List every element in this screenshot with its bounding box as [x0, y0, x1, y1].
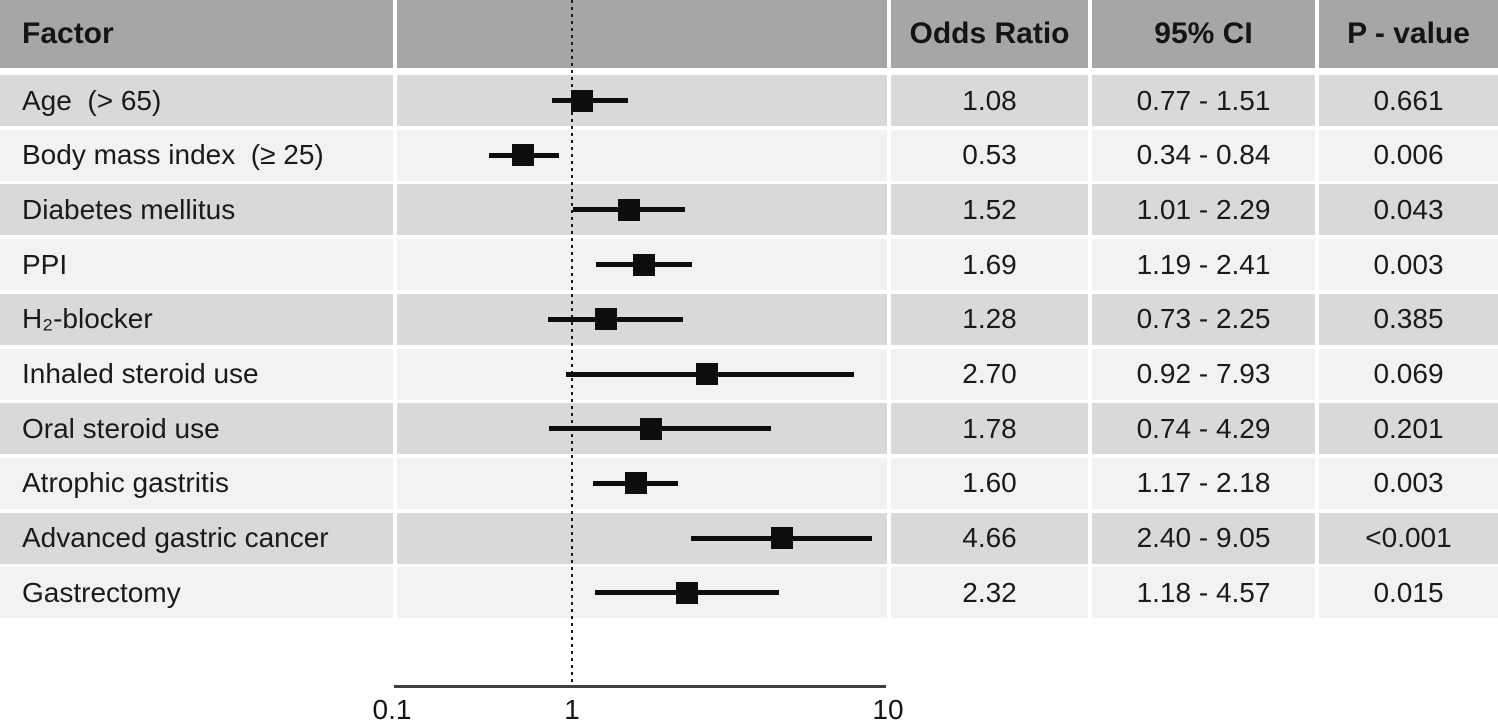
ci-value: 0.74 - 4.29: [1092, 403, 1315, 455]
table-row: Oral steroid use 1.78 0.74 - 4.29 0.201: [0, 403, 1498, 455]
p-value: 0.003: [1319, 239, 1498, 291]
or-marker: [632, 253, 655, 276]
header-odds-ratio: Odds Ratio: [891, 0, 1088, 68]
p-value: 0.201: [1319, 403, 1498, 455]
table-row: Gastrectomy 2.32 1.18 - 4.57 0.015: [0, 567, 1498, 619]
odds-ratio-value: 0.53: [891, 129, 1088, 181]
table-row: Diabetes mellitus 1.52 1.01 - 2.29 0.043: [0, 184, 1498, 236]
plot-cell: [397, 239, 887, 291]
header-plot-area: [397, 0, 887, 68]
odds-ratio-value: 2.32: [891, 567, 1088, 619]
factor-label: Atrophic gastritis: [0, 457, 393, 509]
or-marker: [618, 198, 641, 221]
p-value: 0.015: [1319, 567, 1498, 619]
or-marker: [770, 527, 793, 550]
factor-label: Age (> 65): [0, 75, 393, 126]
or-marker: [675, 581, 698, 604]
p-value: 0.043: [1319, 184, 1498, 236]
header-factor: Factor: [0, 0, 393, 68]
odds-ratio-value: 1.78: [891, 403, 1088, 455]
header-p-value: P - value: [1319, 0, 1498, 68]
table-row: H₂-blocker 1.28 0.73 - 2.25 0.385: [0, 293, 1498, 345]
table-row: Inhaled steroid use 2.70 0.92 - 7.93 0.0…: [0, 348, 1498, 400]
plot-cell: [397, 293, 887, 345]
ci-value: 0.34 - 0.84: [1092, 129, 1315, 181]
plot-cell: [397, 457, 887, 509]
p-value: <0.001: [1319, 512, 1498, 564]
factor-label: Advanced gastric cancer: [0, 512, 393, 564]
plot-cell: [397, 129, 887, 181]
odds-ratio-value: 1.69: [891, 239, 1088, 291]
table-row: PPI 1.69 1.19 - 2.41 0.003: [0, 239, 1498, 291]
x-axis-tick-0.1: 0.1: [372, 694, 412, 725]
p-value: 0.003: [1319, 457, 1498, 509]
plot-cell: [397, 403, 887, 455]
ci-value: 0.77 - 1.51: [1092, 75, 1315, 126]
factor-label: Inhaled steroid use: [0, 348, 393, 400]
plot-cell: [397, 75, 887, 126]
ci-value: 0.92 - 7.93: [1092, 348, 1315, 400]
ci-value: 2.40 - 9.05: [1092, 512, 1315, 564]
factor-label: Oral steroid use: [0, 403, 393, 455]
table-row: Advanced gastric cancer 4.66 2.40 - 9.05…: [0, 512, 1498, 564]
table-row: Age (> 65) 1.08 0.77 - 1.51 0.661: [0, 75, 1498, 126]
plot-cell: [397, 348, 887, 400]
ci-value: 1.17 - 2.18: [1092, 457, 1315, 509]
reference-line-or1: [571, 0, 573, 686]
ci-value: 0.73 - 2.25: [1092, 293, 1315, 345]
factor-label: PPI: [0, 239, 393, 291]
or-marker: [625, 472, 648, 495]
header-95ci: 95% CI: [1092, 0, 1315, 68]
factor-label: Body mass index (≥ 25): [0, 129, 393, 181]
ci-value: 1.18 - 4.57: [1092, 567, 1315, 619]
ci-value: 1.19 - 2.41: [1092, 239, 1315, 291]
p-value: 0.661: [1319, 75, 1498, 126]
p-value: 0.069: [1319, 348, 1498, 400]
or-marker: [639, 417, 662, 440]
odds-ratio-value: 1.60: [891, 457, 1088, 509]
odds-ratio-value: 4.66: [891, 512, 1088, 564]
table-row: Body mass index (≥ 25) 0.53 0.34 - 0.84 …: [0, 129, 1498, 181]
or-marker: [571, 89, 594, 112]
x-axis-line: [394, 685, 886, 688]
factor-label: Gastrectomy: [0, 567, 393, 619]
plot-cell: [397, 184, 887, 236]
factor-label: H₂-blocker: [0, 293, 393, 345]
odds-ratio-value: 1.08: [891, 75, 1088, 126]
p-value: 0.006: [1319, 129, 1498, 181]
ci-value: 1.01 - 2.29: [1092, 184, 1315, 236]
or-marker: [511, 144, 534, 167]
odds-ratio-value: 1.28: [891, 293, 1088, 345]
or-marker: [696, 363, 719, 385]
x-axis-tick-10: 10: [872, 694, 904, 725]
or-marker: [594, 308, 617, 331]
p-value: 0.385: [1319, 293, 1498, 345]
table-row: Atrophic gastritis 1.60 1.17 - 2.18 0.00…: [0, 457, 1498, 509]
x-axis-tick-1: 1: [564, 694, 580, 725]
factor-label: Diabetes mellitus: [0, 184, 393, 236]
odds-ratio-value: 1.52: [891, 184, 1088, 236]
plot-cell: [397, 567, 887, 619]
plot-cell: [397, 512, 887, 564]
odds-ratio-value: 2.70: [891, 348, 1088, 400]
